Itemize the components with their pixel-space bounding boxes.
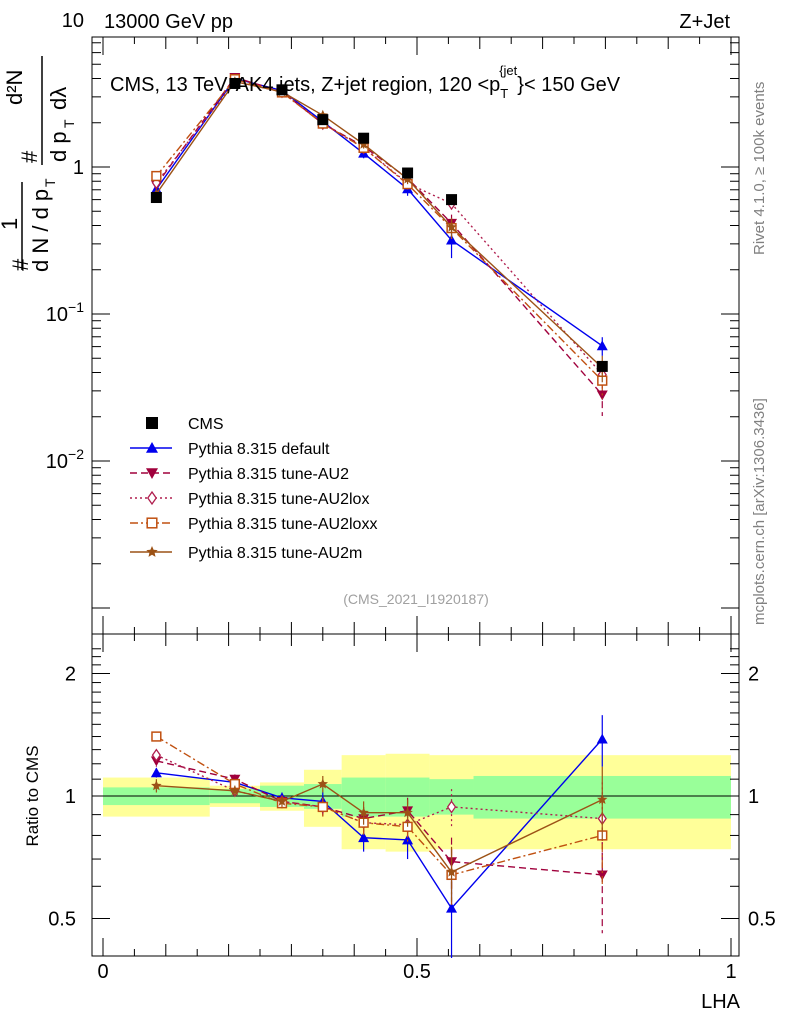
analysis-id: (CMS_2021_I1920187)	[343, 591, 489, 607]
series-line-main	[155, 80, 603, 376]
ratio-curves	[150, 715, 608, 958]
y-tick-label-ratio: 0.5	[48, 909, 76, 931]
y-tick-label-ratio: 1	[65, 786, 76, 808]
header-right: Z+Jet	[679, 11, 730, 33]
marker	[150, 767, 162, 778]
marker	[146, 417, 158, 429]
series-line-main	[155, 78, 603, 382]
x-tick-label: 0	[97, 961, 108, 983]
marker	[446, 194, 458, 206]
legend-label: Pythia 8.315 tune-AU2loxx	[188, 516, 377, 533]
title-sup: {jet	[499, 63, 517, 78]
title-end: }< 150 GeV	[517, 74, 621, 96]
marker	[146, 442, 158, 453]
main-axes: 10 1 10−1 10−2	[46, 10, 739, 634]
marker	[229, 77, 241, 89]
svg-text:1: 1	[0, 218, 22, 230]
svg-text:dλ: dλ	[46, 87, 71, 110]
chart-title: CMS, 13 TeV, AK4 jets, Z+jet region, 120…	[110, 63, 621, 101]
legend: CMS Pythia 8.315 default Pythia 8.315 tune…	[130, 416, 377, 562]
marker	[151, 780, 162, 791]
series-line-main	[155, 76, 603, 396]
marker	[446, 234, 458, 245]
title-main: CMS, 13 TeV, AK4 jets, Z+jet region, 120…	[110, 74, 500, 96]
legend-label-cms: CMS	[188, 416, 224, 433]
series-line-ratio	[156, 738, 603, 910]
marker	[151, 731, 162, 742]
main-curves	[150, 72, 608, 416]
marker	[596, 390, 608, 401]
x-tick-label: 0.5	[403, 961, 431, 983]
marker	[150, 192, 162, 204]
y-tick-label-main: 10−1	[46, 299, 84, 326]
marker	[596, 733, 608, 744]
y-axis-label-ratio: Ratio to CMS	[23, 745, 42, 846]
series-line-ratio	[156, 760, 603, 876]
svg-text:#: #	[17, 150, 42, 163]
svg-text:T: T	[42, 178, 58, 187]
marker	[596, 870, 608, 881]
legend-label: Pythia 8.315 tune-AU2m	[188, 545, 362, 562]
svg-text:d N / d p: d N / d p	[28, 189, 53, 272]
marker	[276, 84, 288, 96]
header-left: 13000 GeV pp	[104, 11, 233, 33]
marker	[146, 468, 158, 479]
x-axis-label: LHA	[701, 991, 741, 1013]
marker	[597, 794, 608, 804]
marker	[402, 807, 413, 818]
marker	[151, 170, 162, 182]
marker	[358, 807, 369, 818]
svg-text:d²N: d²N	[2, 70, 27, 105]
svg-text:T: T	[61, 119, 77, 128]
y-tick-label-main: 10	[62, 10, 84, 32]
marker	[358, 832, 370, 843]
marker	[358, 132, 370, 144]
marker	[146, 517, 158, 529]
marker	[151, 748, 162, 762]
marker	[317, 114, 329, 126]
marker	[446, 866, 457, 877]
marker	[276, 795, 288, 806]
mcplots-label: mcplots.cern.ch [arXiv:1306.3436]	[751, 398, 768, 625]
rivet-label: Rivet 4.1.0, ≥ 100k events	[751, 82, 768, 255]
series-line-ratio	[156, 735, 603, 876]
title-sub: T	[500, 86, 508, 101]
legend-label: Pythia 8.315 default	[188, 441, 330, 458]
y-tick-label-ratio-right: 0.5	[748, 909, 776, 931]
marker	[596, 360, 608, 372]
marker	[317, 801, 328, 813]
marker	[446, 902, 458, 913]
y-tick-label-ratio-right: 1	[748, 786, 759, 808]
y-tick-label-ratio-right: 2	[748, 663, 759, 685]
x-tick-label: 1	[725, 961, 736, 983]
y-axis-label-main: # 1 d N / d p T # d²N d p T dλ	[0, 56, 77, 272]
cms-data-points	[150, 77, 608, 372]
legend-label: Pythia 8.315 tune-AU2lox	[188, 491, 369, 508]
y-tick-label-main: 10−2	[46, 446, 84, 473]
legend-label: Pythia 8.315 tune-AU2	[188, 466, 349, 483]
marker	[446, 800, 457, 814]
marker	[146, 546, 158, 557]
marker	[402, 167, 414, 179]
marker	[147, 490, 157, 506]
svg-text:d p: d p	[46, 131, 71, 162]
series-line-ratio	[156, 783, 603, 873]
marker	[596, 340, 608, 351]
series-line-main	[155, 80, 603, 369]
y-tick-label-ratio: 2	[65, 663, 76, 685]
marker	[402, 834, 414, 845]
marker	[446, 221, 457, 232]
marker	[229, 785, 241, 796]
series-line-main	[155, 77, 603, 347]
ratio-uncertainty-bands	[103, 753, 731, 852]
marker	[317, 778, 328, 789]
ratio-axes: 0 0.5 1 2 2 1 1 0.5 0.5	[48, 634, 776, 983]
svg-text:#: #	[8, 258, 33, 271]
y-tick-label-main: 1	[73, 157, 84, 179]
ratio-panel-frame	[91, 633, 740, 957]
